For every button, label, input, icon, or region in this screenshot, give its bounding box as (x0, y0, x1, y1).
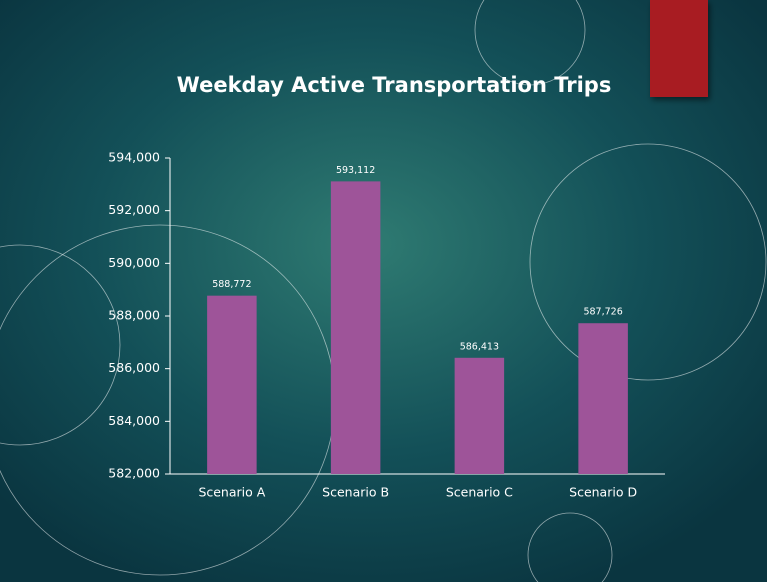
data-label: 587,726 (583, 307, 622, 318)
bar (330, 181, 381, 474)
bar (207, 295, 257, 474)
bar (578, 323, 628, 474)
chart-title: Weekday Active Transportation Trips (177, 73, 612, 97)
accent-block (650, 0, 708, 97)
data-label: 593,112 (336, 165, 375, 176)
circle (0, 244, 121, 446)
circle (474, 0, 586, 86)
circle (527, 512, 613, 586)
y-tick-label: 592,000 (108, 202, 160, 217)
x-tick-label: Scenario B (322, 485, 389, 500)
bar (454, 357, 505, 474)
y-tick-label: 588,000 (108, 308, 160, 323)
data-label: 586,413 (460, 341, 499, 352)
data-label: 588,772 (212, 279, 251, 290)
x-tick-label: Scenario D (569, 485, 637, 500)
y-tick-label: 586,000 (108, 360, 160, 375)
y-tick-label: 582,000 (108, 466, 160, 481)
circle (529, 143, 767, 381)
y-tick-label: 584,000 (108, 413, 160, 428)
y-tick-label: 590,000 (108, 255, 160, 270)
y-tick-label: 594,000 (108, 150, 160, 165)
x-tick-label: Scenario A (198, 485, 265, 500)
x-tick-label: Scenario C (446, 485, 513, 500)
